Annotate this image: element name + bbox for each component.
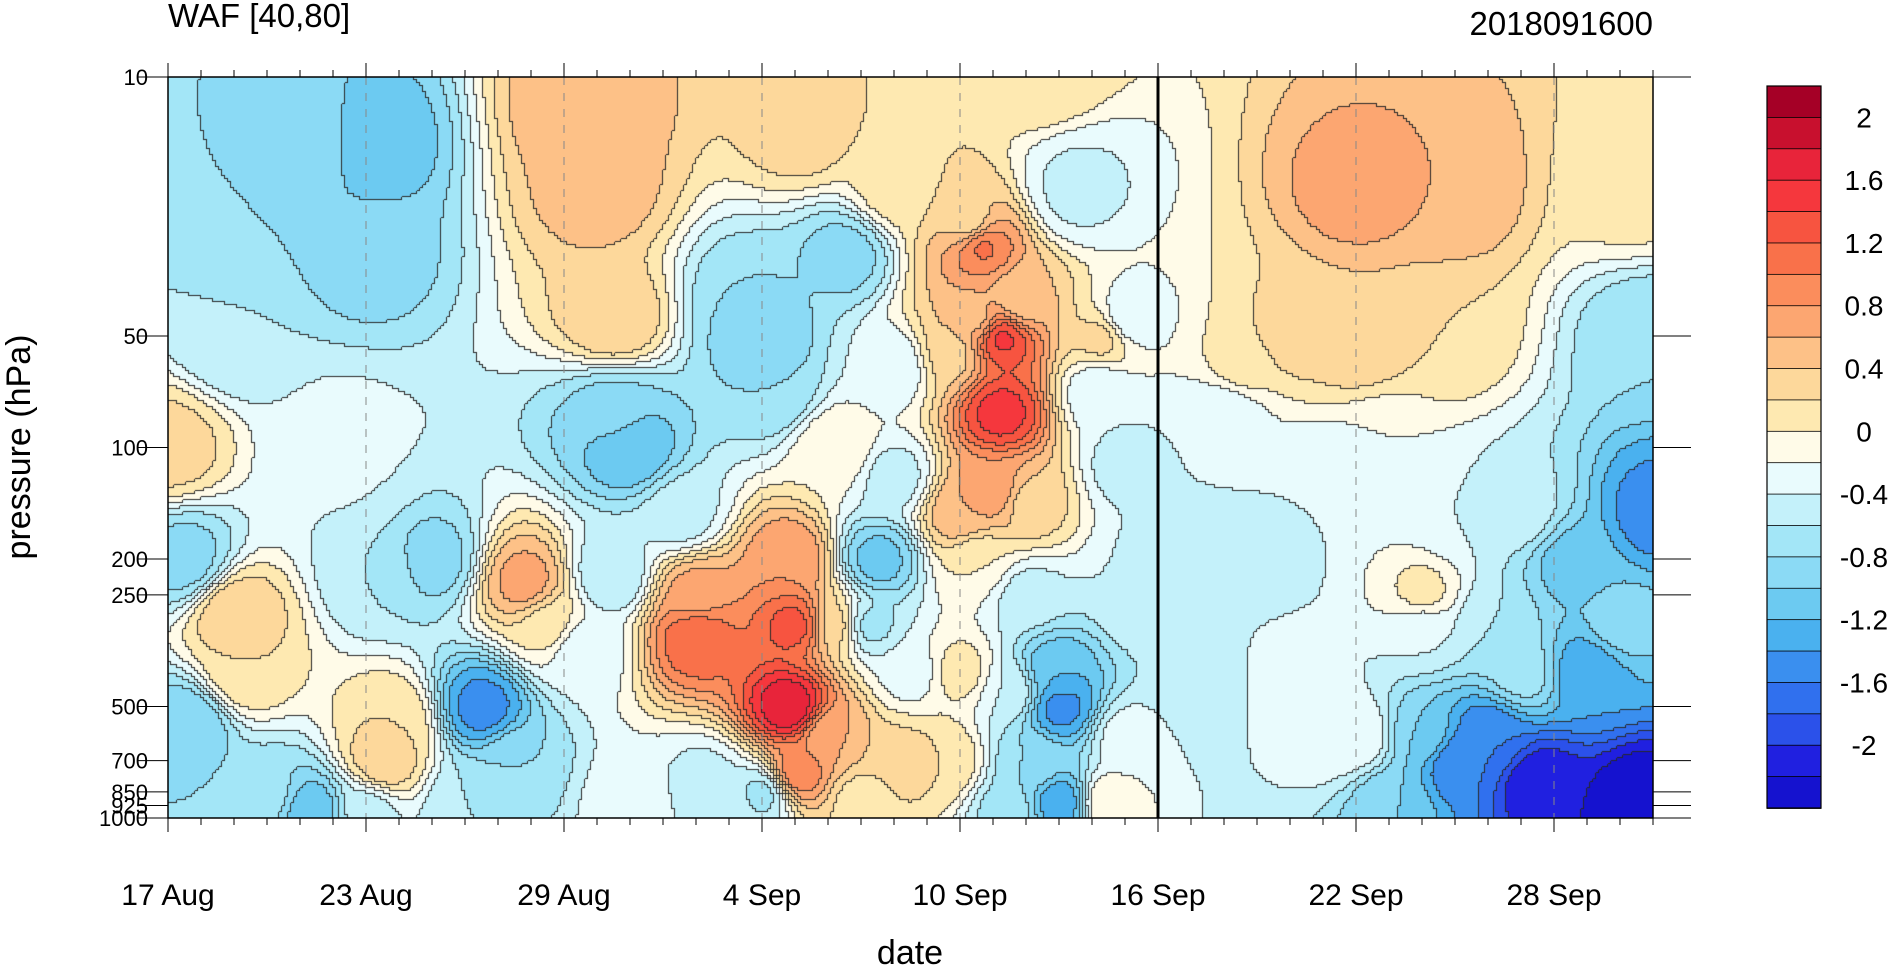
colorbar-swatch — [1766, 179, 1822, 213]
colorbar: 2 1.6 1.2 0.8 0.4 0 -0.4 -0.8 -1.2 -1.6 -2 — [1766, 85, 1888, 809]
colorbar-swatch — [1766, 368, 1822, 401]
colorbar-swatch — [1766, 211, 1822, 244]
y-tick-label: 925 — [111, 793, 148, 818]
y-axis-label: pressure (hPa) — [0, 335, 38, 560]
colorbar-swatch — [1766, 776, 1822, 809]
title-left: WAF [40,80] — [168, 0, 350, 34]
x-axis-label: date — [877, 934, 943, 969]
plot-area — [168, 77, 1653, 818]
y-tick-label: 50 — [124, 324, 148, 349]
y-tick-label: 10 — [124, 65, 148, 90]
colorbar-label: 0.8 — [1845, 291, 1884, 322]
colorbar-label: -2 — [1852, 730, 1877, 761]
y-tick-label: 200 — [111, 547, 148, 572]
title-right: 2018091600 — [1469, 5, 1653, 42]
colorbar-swatch — [1766, 273, 1822, 307]
colorbar-swatch — [1766, 399, 1822, 433]
colorbar-swatch — [1766, 682, 1822, 715]
colorbar-label: 0.4 — [1845, 354, 1884, 385]
colorbar-swatch — [1766, 713, 1822, 747]
x-tick-label: 22 Sep — [1308, 879, 1403, 912]
y-tick-label: 100 — [111, 436, 148, 461]
colorbar-swatch — [1766, 619, 1822, 652]
y-tick-label: 250 — [111, 583, 148, 608]
colorbar-swatch — [1766, 744, 1822, 778]
colorbar-swatch — [1766, 430, 1822, 464]
colorbar-swatch — [1766, 650, 1822, 684]
colorbar-label: -1.2 — [1840, 605, 1888, 636]
y-tick-label: 700 — [111, 749, 148, 774]
y-tick-label: 1000 — [99, 806, 148, 831]
colorbar-swatch — [1766, 116, 1822, 150]
colorbar-label: 1.2 — [1845, 228, 1884, 259]
colorbar-swatch — [1766, 525, 1822, 558]
colorbar-label: -0.8 — [1840, 542, 1888, 573]
colorbar-swatch — [1766, 85, 1822, 119]
colorbar-frame — [1766, 85, 1822, 809]
colorbar-swatch — [1766, 462, 1822, 495]
waf-contour-field — [168, 77, 1653, 818]
colorbar-swatch — [1766, 493, 1822, 527]
colorbar-label: -1.6 — [1840, 667, 1888, 698]
colorbar-swatch — [1766, 148, 1822, 182]
colorbar-swatch — [1766, 587, 1822, 621]
colorbar-label: -0.4 — [1840, 479, 1888, 510]
x-tick-label: 10 Sep — [912, 879, 1007, 912]
x-tick-label: 28 Sep — [1506, 879, 1601, 912]
x-tick-label: 23 Aug — [319, 879, 412, 912]
x-tick-label: 17 Aug — [121, 879, 214, 912]
colorbar-label: 0 — [1856, 416, 1872, 447]
x-tick-label: 4 Sep — [723, 879, 801, 912]
colorbar-swatch — [1766, 336, 1822, 370]
x-tick-label: 16 Sep — [1110, 879, 1205, 912]
colorbar-swatch — [1766, 305, 1822, 339]
colorbar-swatch — [1766, 242, 1822, 276]
colorbar-label: 1.6 — [1845, 165, 1884, 196]
y-tick-label: 850 — [111, 780, 148, 805]
x-axis: 17 Aug 23 Aug 29 Aug 4 Sep 10 Sep 16 Sep 22 Se… — [121, 63, 1654, 912]
x-tick-label: 29 Aug — [517, 879, 610, 912]
y-tick-label: 500 — [111, 694, 148, 719]
colorbar-label: 2 — [1856, 102, 1872, 133]
colorbar-swatch — [1766, 556, 1822, 590]
